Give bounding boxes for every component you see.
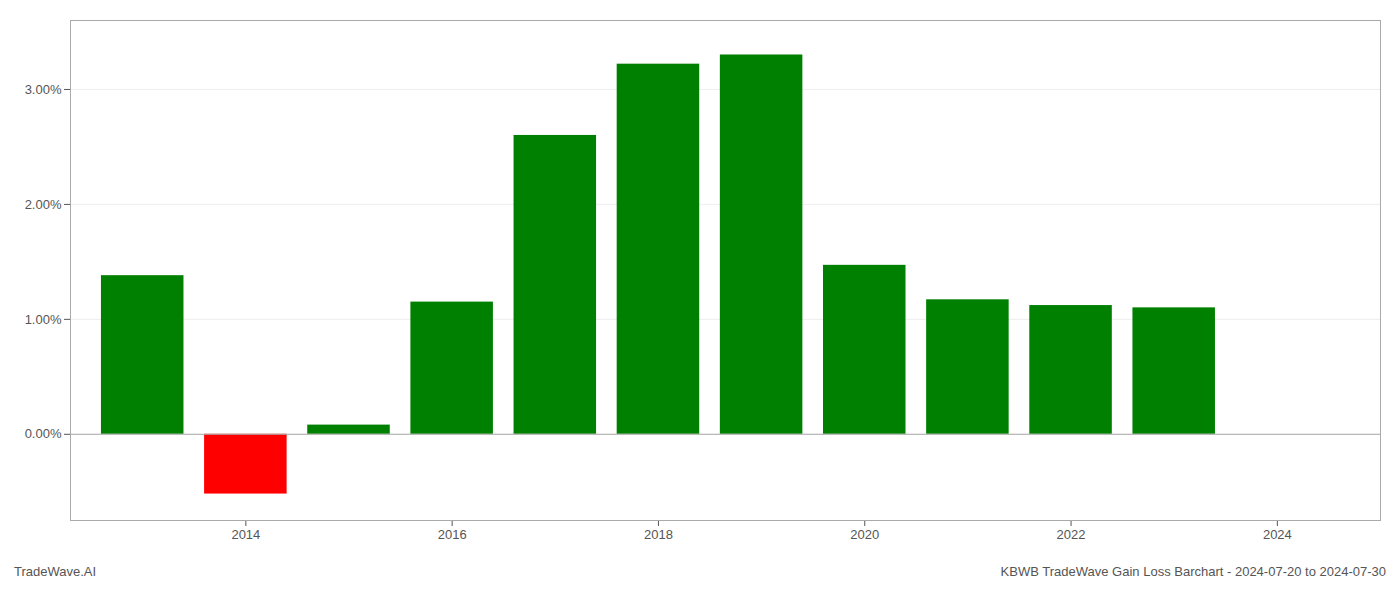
svg-text:3.00%: 3.00% (25, 82, 62, 97)
svg-text:2014: 2014 (231, 527, 260, 542)
html-text:KBWB TradeWave Gain Loss Barch: KBWB TradeWave Gain Loss Barchart - 2024… (1000, 564, 1386, 579)
svg-text:2022: 2022 (1057, 527, 1086, 542)
svg-text:0.00%: 0.00% (25, 426, 62, 441)
svg-text:2024: 2024 (1263, 527, 1292, 542)
html-text:TradeWave.AI: TradeWave.AI (14, 564, 97, 579)
svg-text:2018: 2018 (644, 527, 673, 542)
svg-text:2.00%: 2.00% (25, 197, 62, 212)
svg-text:2020: 2020 (850, 527, 879, 542)
svg-text:2016: 2016 (438, 527, 467, 542)
svg-text:1.00%: 1.00% (25, 312, 62, 327)
